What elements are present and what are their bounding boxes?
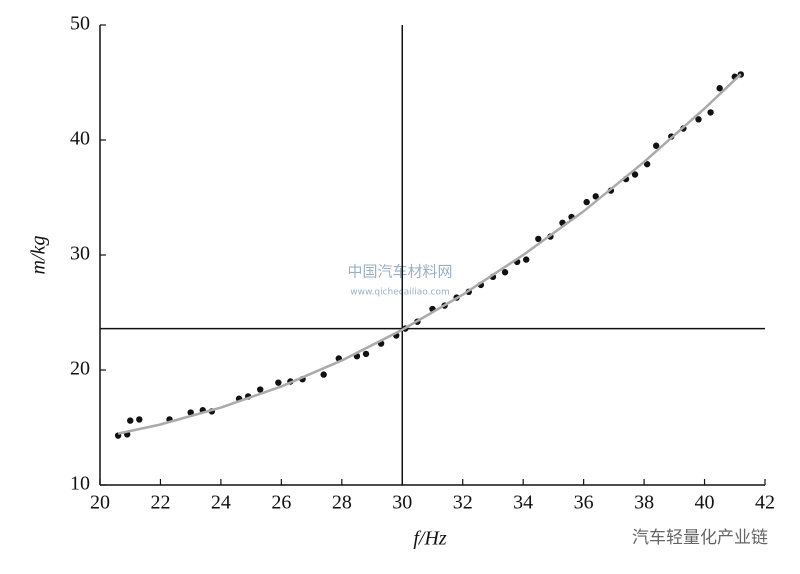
data-point — [695, 116, 702, 123]
data-point — [501, 269, 509, 276]
data-point — [592, 193, 599, 200]
data-point — [631, 171, 639, 178]
data-point — [583, 198, 590, 206]
watermark: 中国汽车材料网 — [347, 263, 452, 281]
x-tick-label: 26 — [271, 492, 291, 514]
data-point — [257, 386, 264, 393]
data-point — [187, 409, 194, 416]
footer-note: 汽车轻量化产业链 — [632, 528, 768, 548]
data-point — [716, 85, 723, 92]
x-tick-label: 24 — [211, 492, 231, 514]
data-point — [707, 109, 714, 116]
x-tick-label: 36 — [574, 492, 594, 514]
y-tick-label: 40 — [70, 128, 90, 150]
data-point — [275, 379, 282, 386]
data-point — [362, 350, 370, 358]
data-point — [652, 142, 660, 149]
x-tick-label: 42 — [755, 492, 775, 514]
y-tick-label: 10 — [70, 473, 90, 495]
y-axis-label: m/kg — [28, 236, 50, 275]
fit-curve — [117, 73, 742, 435]
y-tick-label: 30 — [70, 243, 90, 265]
x-tick-label: 20 — [90, 492, 110, 514]
x-axis-label: f/Hz — [413, 528, 447, 550]
x-tick-label: 34 — [513, 492, 533, 514]
data-point — [320, 371, 327, 378]
data-point — [643, 160, 651, 168]
x-tick-label: 38 — [634, 492, 654, 514]
x-tick-label: 28 — [332, 492, 352, 514]
data-point — [535, 235, 542, 243]
x-tick-label: 32 — [453, 492, 473, 514]
y-tick-label: 20 — [70, 358, 90, 380]
data-point — [127, 417, 134, 424]
x-tick-label: 40 — [695, 492, 715, 514]
x-tick-label: 22 — [150, 492, 170, 514]
data-point — [523, 256, 530, 263]
x-tick-label: 30 — [392, 492, 412, 514]
watermark-url: www.qichecailiao.com — [350, 288, 449, 298]
y-tick-label: 50 — [70, 13, 90, 35]
data-point — [136, 416, 143, 423]
